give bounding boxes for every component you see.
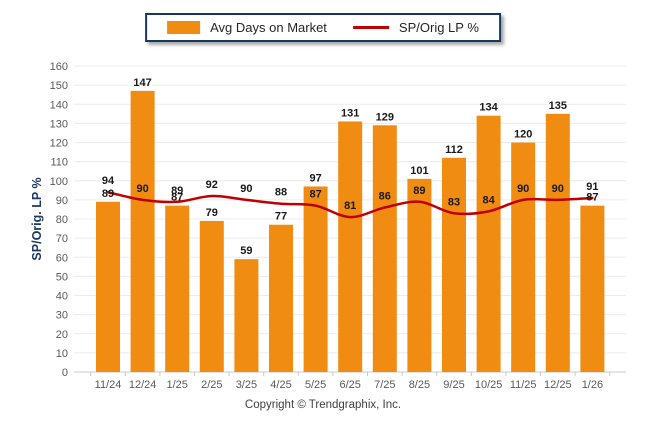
bar-value-label: 77 bbox=[275, 211, 287, 223]
line-value-label: 89 bbox=[171, 185, 183, 197]
line-value-label: 86 bbox=[379, 191, 391, 203]
bar bbox=[511, 142, 536, 372]
bar bbox=[96, 201, 120, 372]
line-legend-label: SP/Orig LP % bbox=[398, 20, 479, 35]
bar-value-label: 134 bbox=[479, 102, 498, 114]
y-tick-label: 30 bbox=[56, 310, 68, 322]
x-tick-label: 3/25 bbox=[236, 379, 257, 391]
bar-legend-label: Avg Days on Market bbox=[210, 20, 327, 35]
bar-value-label: 87 bbox=[171, 192, 183, 204]
x-tick-label: 2/25 bbox=[201, 379, 222, 391]
y-tick-label: 80 bbox=[56, 214, 68, 226]
bar bbox=[165, 205, 190, 372]
line-value-label: 90 bbox=[517, 183, 529, 195]
x-tick-label: 11/25 bbox=[510, 379, 537, 391]
y-tick-label: 150 bbox=[50, 80, 68, 92]
x-tick-label: 12/25 bbox=[544, 379, 572, 391]
y-tick-label: 90 bbox=[56, 195, 68, 207]
bar bbox=[545, 113, 570, 372]
line-value-label: 89 bbox=[413, 185, 425, 197]
legend: Avg Days on Market SP/Orig LP % bbox=[145, 13, 501, 42]
y-tick-label: 120 bbox=[50, 138, 68, 150]
x-tick-label: 1/26 bbox=[582, 379, 603, 391]
bar-value-label: 97 bbox=[309, 172, 321, 184]
line-value-label: 94 bbox=[102, 175, 115, 187]
y-tick-label: 100 bbox=[50, 176, 68, 188]
bar bbox=[407, 178, 432, 372]
bar-value-label: 147 bbox=[133, 77, 151, 89]
trend-line bbox=[106, 190, 594, 219]
y-tick-label: 160 bbox=[50, 61, 68, 73]
bar bbox=[269, 224, 293, 372]
y-tick-label: 110 bbox=[50, 157, 68, 169]
y-tick-label: 40 bbox=[56, 291, 68, 303]
x-tick-label: 6/25 bbox=[339, 379, 360, 391]
x-tick-label: 8/25 bbox=[409, 379, 430, 391]
y-tick-label: 60 bbox=[56, 252, 68, 264]
bar bbox=[372, 125, 397, 372]
bar bbox=[580, 205, 605, 372]
bar-value-label: 89 bbox=[102, 188, 114, 200]
bar bbox=[234, 259, 259, 372]
x-tick-label: 1/25 bbox=[166, 379, 187, 391]
line-legend-swatch-icon bbox=[352, 26, 389, 29]
bar bbox=[130, 90, 155, 373]
line-value-label: 83 bbox=[448, 196, 460, 208]
bar-value-label: 120 bbox=[514, 129, 532, 141]
bar bbox=[338, 121, 363, 373]
bar bbox=[442, 157, 466, 372]
x-tick-label: 12/24 bbox=[129, 379, 157, 391]
y-tick-label: 50 bbox=[56, 271, 68, 283]
bar bbox=[199, 220, 224, 372]
bar-value-label: 135 bbox=[549, 100, 567, 112]
line-value-label: 81 bbox=[344, 200, 356, 212]
line-value-label: 84 bbox=[482, 194, 495, 206]
x-tick-label: 9/25 bbox=[443, 379, 464, 391]
y-tick-label: 20 bbox=[56, 329, 68, 341]
y-tick-label: 70 bbox=[56, 233, 68, 245]
line-value-label: 90 bbox=[552, 183, 564, 195]
y-tick-label: 0 bbox=[62, 367, 68, 379]
x-tick-label: 7/25 bbox=[374, 379, 395, 391]
y-tick-label: 130 bbox=[50, 118, 68, 130]
bar-value-label: 87 bbox=[586, 192, 598, 204]
line-value-label: 92 bbox=[206, 179, 218, 191]
line-value-label: 90 bbox=[136, 183, 148, 195]
bar-value-label: 101 bbox=[410, 165, 428, 177]
bar-value-label: 112 bbox=[445, 144, 463, 156]
bar-value-label: 79 bbox=[206, 207, 218, 219]
copyright-text: Copyright © Trendgraphix, Inc. bbox=[244, 399, 402, 411]
y-tick-label: 10 bbox=[56, 348, 68, 360]
line-value-label: 87 bbox=[309, 189, 321, 201]
bar bbox=[476, 115, 501, 372]
bar-value-label: 131 bbox=[341, 107, 359, 119]
x-tick-label: 4/25 bbox=[270, 379, 291, 391]
x-tick-label: 5/25 bbox=[305, 379, 326, 391]
bar bbox=[303, 186, 328, 372]
x-tick-label: 11/24 bbox=[95, 379, 122, 391]
line-value-label: 91 bbox=[586, 181, 598, 193]
x-tick-label: 10/25 bbox=[475, 379, 503, 391]
bar-value-label: 59 bbox=[240, 245, 252, 257]
line-value-label: 90 bbox=[240, 183, 252, 195]
bar-legend-swatch-icon bbox=[167, 21, 201, 34]
bar-value-label: 129 bbox=[376, 111, 394, 123]
line-value-label: 88 bbox=[275, 187, 287, 199]
y-tick-label: 140 bbox=[50, 99, 68, 111]
